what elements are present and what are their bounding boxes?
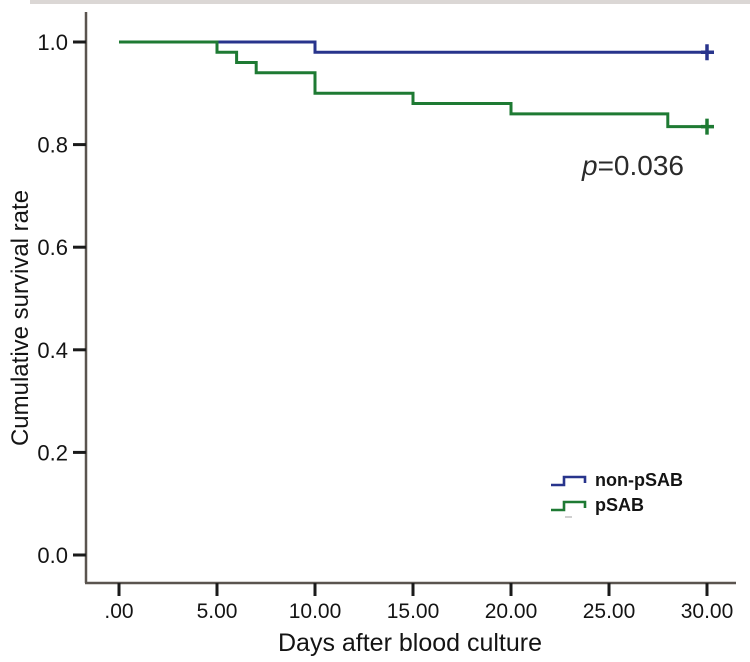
legend-label-non-psab: non-pSAB (595, 470, 683, 490)
x-tick-label: .00 (104, 600, 133, 623)
legend-label-psab: pSAB (595, 495, 644, 515)
x-tick-label: 5.00 (197, 600, 238, 623)
x-tick-label: 30.00 (681, 600, 734, 623)
x-tick-label: 15.00 (387, 600, 440, 623)
y-tick-label: 0.6 (37, 235, 68, 260)
legend-item-psab: pSAB (549, 493, 683, 518)
p-value-text: =0.036 (597, 150, 684, 181)
y-axis-title: Cumulative survival rate (7, 189, 34, 447)
series-psab (119, 40, 707, 129)
y-tick-label: 0.4 (37, 338, 68, 363)
y-tick-label: 0.0 (37, 543, 68, 568)
y-tick-label: 1.0 (37, 30, 68, 55)
series-non-psab (119, 40, 707, 54)
x-axis-title: Days after blood culture (277, 629, 543, 657)
x-tick-label: 25.00 (583, 600, 636, 623)
x-tick-label: 10.00 (289, 600, 342, 623)
p-symbol: p (582, 150, 598, 181)
legend-symbol-non-psab-step-icon (551, 475, 587, 486)
y-tick-label: 0.2 (37, 440, 68, 465)
x-tick-label: 20.00 (485, 600, 538, 623)
legend-symbol-psab-step-icon (551, 500, 587, 511)
top-border-artifact (30, 0, 750, 4)
legend: non-pSAB pSAB (549, 468, 683, 518)
legend-item-non-psab: non-pSAB (549, 468, 683, 493)
p-value-annotation: p=0.036 (558, 150, 708, 182)
artifact-dash (565, 516, 572, 518)
y-tick-label: 0.8 (37, 133, 68, 158)
